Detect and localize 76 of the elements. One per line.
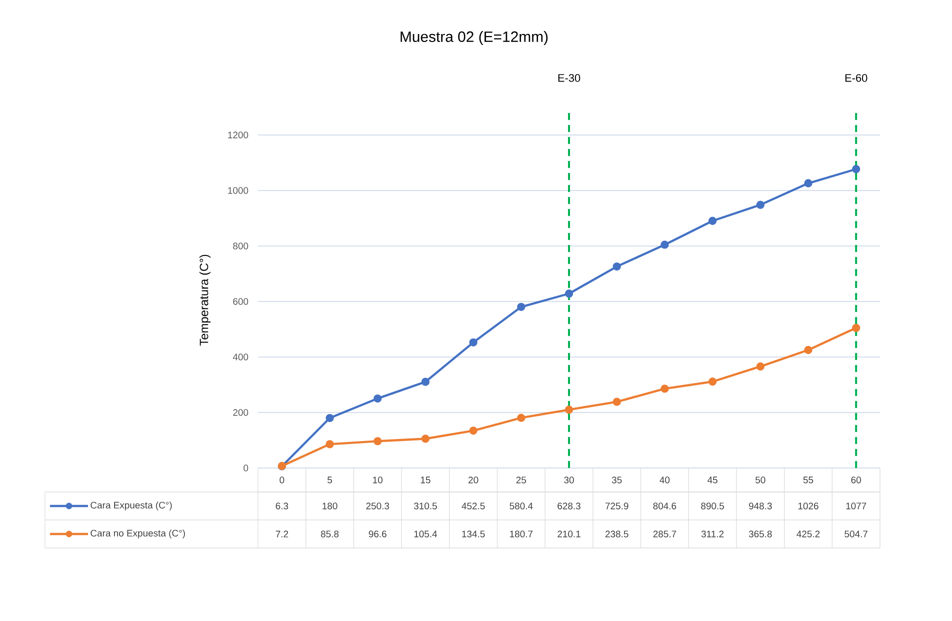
point [756,362,764,371]
x-tick-label: 0 [280,476,284,484]
x-tick-label: 50 [756,476,766,484]
data-label: 425.2 [796,530,820,538]
point [517,302,526,312]
y-tick-label: 800 [233,242,248,250]
y-tick-label: 200 [233,409,248,416]
point [804,179,812,188]
point [517,414,526,422]
data-label: 890.5 [701,502,724,510]
point [660,384,669,393]
legend-label: Cara Expuesta (C°) [90,502,172,510]
point [326,414,334,422]
data-label: 311.2 [701,530,724,538]
data-label: 7.2 [276,530,288,538]
x-tick-label: 55 [803,476,814,484]
x-tick-label: 5 [328,476,332,484]
point [660,240,669,249]
data-label: 105.4 [414,530,438,538]
point [852,324,860,332]
point [612,398,621,406]
data-label: 504.7 [844,530,868,538]
point [421,434,430,443]
ref-line-label: E-60 [845,74,868,82]
data-label: 628.3 [558,502,580,510]
y-tick-label: 1000 [228,187,248,194]
data-label: 250.3 [366,502,390,510]
x-tick-label: 15 [420,476,430,484]
x-tick-label: 20 [468,476,478,484]
data-label: 6.3 [276,502,288,510]
y-tick-label: 600 [233,298,248,305]
point [612,262,621,271]
point [374,437,382,446]
data-label: 1077 [846,502,866,510]
point [564,290,574,298]
x-tick-label: 40 [660,476,670,484]
data-label: 310.5 [414,502,437,510]
chart-title: Muestra 02 (E=12mm) [400,31,548,45]
point [421,378,430,386]
x-tick-label: 30 [564,476,574,484]
data-label: 365.8 [748,530,772,538]
x-tick-label: 35 [612,476,622,484]
point [756,200,764,209]
x-tick-label: 25 [516,476,526,484]
ref-line-label: E-30 [558,74,580,82]
point [326,440,334,448]
x-tick-label: 60 [851,476,861,484]
x-tick-label: 10 [373,476,383,484]
data-label: 580.4 [510,502,533,510]
point [708,378,717,386]
x-tick-label: 45 [707,476,718,484]
data-label: 725.9 [605,502,628,510]
data-label: 1026 [798,502,818,510]
data-label: 948.3 [748,502,772,510]
point [469,426,478,435]
data-label: 238.5 [605,530,628,538]
data-label: 134.5 [462,530,485,538]
y-tick-label: 1200 [228,132,248,138]
data-label: 452.5 [462,502,485,510]
point [804,346,812,354]
y-tick-label: 0 [244,464,248,472]
point [469,338,478,346]
y-tick-label: 400 [232,354,248,360]
data-label: 180.7 [510,530,533,538]
data-label: 210.1 [558,530,580,538]
data-label: 85.8 [320,530,339,538]
y-axis-title: Temperatura (C°) [199,254,211,346]
point [852,165,860,174]
data-label: 96.6 [368,530,386,538]
data-label: 804.6 [653,502,676,510]
point [708,216,717,225]
point [374,394,382,403]
data-label: 285.7 [653,530,676,538]
legend-label: Cara no Expuesta (C°) [90,530,185,538]
data-label: 180 [322,502,338,510]
point [564,406,574,414]
